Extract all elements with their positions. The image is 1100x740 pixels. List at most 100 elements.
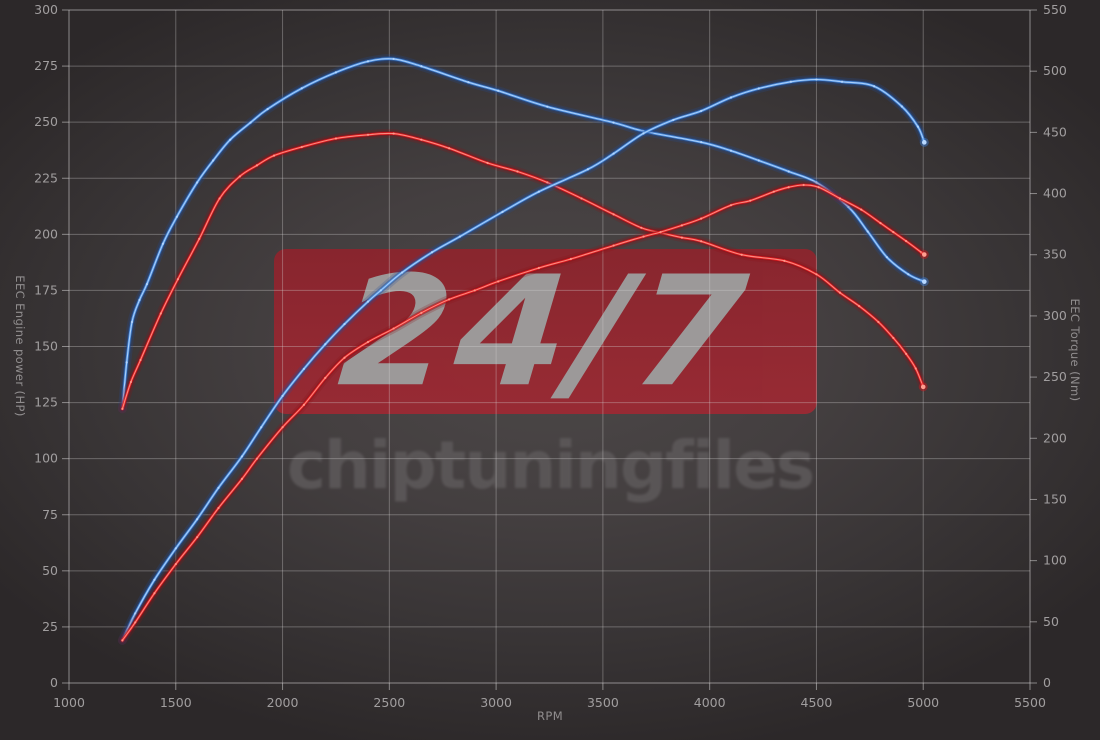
- data-point-marker: [486, 161, 489, 165]
- data-point-marker: [787, 186, 790, 189]
- data-point-marker: [900, 105, 903, 108]
- x-axis-title: RPM: [536, 709, 564, 723]
- x-tick-label: 1500: [160, 695, 192, 710]
- left-tick-label: 250: [34, 114, 58, 129]
- data-point-marker: [497, 280, 500, 283]
- data-point-marker: [787, 170, 790, 173]
- right-tick-label: 250: [1043, 369, 1067, 384]
- series-end-marker: [921, 252, 927, 257]
- data-point-marker: [366, 300, 370, 303]
- data-point-marker: [497, 89, 500, 92]
- data-point-marker: [229, 138, 232, 141]
- data-point-marker: [501, 210, 504, 213]
- data-point-marker: [919, 251, 923, 254]
- data-point-marker: [612, 244, 615, 247]
- data-point-marker: [249, 121, 252, 124]
- data-point-marker: [401, 271, 404, 274]
- left-tick-label: 200: [34, 226, 58, 241]
- data-point-marker: [324, 343, 327, 346]
- data-point-marker: [537, 266, 540, 270]
- data-point-marker: [772, 190, 775, 193]
- data-point-marker: [255, 457, 259, 460]
- data-point-marker: [586, 168, 590, 171]
- data-point-marker: [238, 175, 241, 178]
- left-tick-label: 225: [34, 170, 58, 185]
- data-point-marker: [840, 80, 844, 83]
- x-tick-label: 2500: [373, 695, 405, 710]
- series-power-tuned: [117, 74, 929, 645]
- data-point-marker: [680, 224, 684, 227]
- data-point-marker: [817, 186, 820, 189]
- right-tick-label: 0: [1043, 675, 1051, 690]
- data-point-marker: [892, 230, 895, 234]
- right-tick-label: 50: [1043, 614, 1059, 629]
- data-point-marker: [879, 222, 882, 225]
- data-point-marker: [783, 259, 786, 262]
- right-tick-label: 450: [1043, 124, 1067, 139]
- data-point-marker: [757, 159, 760, 162]
- data-point-marker: [458, 235, 461, 238]
- data-point-marker: [175, 215, 178, 218]
- data-point-marker: [815, 181, 818, 184]
- data-point-marker: [467, 81, 470, 84]
- data-point-marker: [815, 273, 818, 276]
- data-point-marker: [640, 226, 643, 229]
- data-point-marker: [300, 87, 303, 90]
- data-point-marker: [145, 282, 149, 286]
- data-point-marker: [448, 298, 451, 301]
- data-point-marker: [757, 87, 760, 90]
- data-point-marker: [546, 105, 549, 108]
- data-point-marker: [580, 197, 583, 200]
- data-point-marker: [366, 60, 370, 63]
- data-point-marker: [789, 80, 792, 83]
- data-point-marker: [430, 251, 434, 254]
- tick-labels: 0255075100125150175200225250275300050100…: [34, 2, 1067, 710]
- data-point-marker: [366, 340, 370, 344]
- data-point-marker: [680, 236, 684, 239]
- data-point-marker: [300, 145, 303, 149]
- data-point-marker: [130, 320, 134, 324]
- data-point-marker: [612, 121, 615, 124]
- data-point-marker: [138, 298, 141, 302]
- data-point-marker: [659, 230, 662, 234]
- data-point-marker: [749, 199, 752, 202]
- data-point-marker: [866, 230, 869, 233]
- data-point-marker: [121, 639, 124, 642]
- data-point-marker: [860, 208, 863, 211]
- data-point-marker: [260, 426, 263, 429]
- data-point-marker: [612, 152, 615, 155]
- left-tick-label: 150: [34, 339, 58, 354]
- right-tick-label: 400: [1043, 186, 1067, 201]
- data-point-marker: [272, 154, 276, 157]
- watermark-brand-text: chiptuningfiles: [286, 427, 815, 504]
- left-tick-label: 125: [34, 395, 58, 410]
- data-point-marker: [642, 132, 645, 135]
- data-point-marker: [916, 125, 919, 128]
- left-tick-label: 25: [42, 619, 58, 634]
- tick-marks: [62, 9, 1037, 690]
- left-tick-label: 300: [34, 2, 58, 17]
- right-tick-label: 300: [1043, 308, 1067, 323]
- x-tick-label: 5000: [907, 695, 939, 710]
- data-point-marker: [266, 108, 269, 111]
- data-point-marker: [343, 356, 346, 359]
- data-point-marker: [838, 197, 842, 200]
- data-point-marker: [914, 367, 917, 370]
- data-point-marker: [838, 291, 842, 294]
- data-point-marker: [240, 477, 244, 480]
- data-point-marker: [176, 278, 180, 281]
- data-point-marker: [392, 57, 395, 61]
- data-point-marker: [196, 518, 199, 521]
- series-end-marker: [921, 140, 927, 145]
- data-point-marker: [139, 358, 142, 362]
- data-point-marker: [700, 240, 703, 243]
- data-point-marker: [729, 204, 733, 207]
- left-tick-label: 0: [50, 675, 58, 690]
- data-point-marker: [217, 506, 220, 510]
- series-end-marker: [920, 384, 926, 390]
- x-tick-label: 3500: [587, 695, 619, 710]
- data-point-marker: [334, 71, 338, 74]
- left-tick-label: 50: [42, 563, 58, 578]
- data-point-marker: [343, 322, 346, 326]
- data-point-marker: [324, 376, 327, 380]
